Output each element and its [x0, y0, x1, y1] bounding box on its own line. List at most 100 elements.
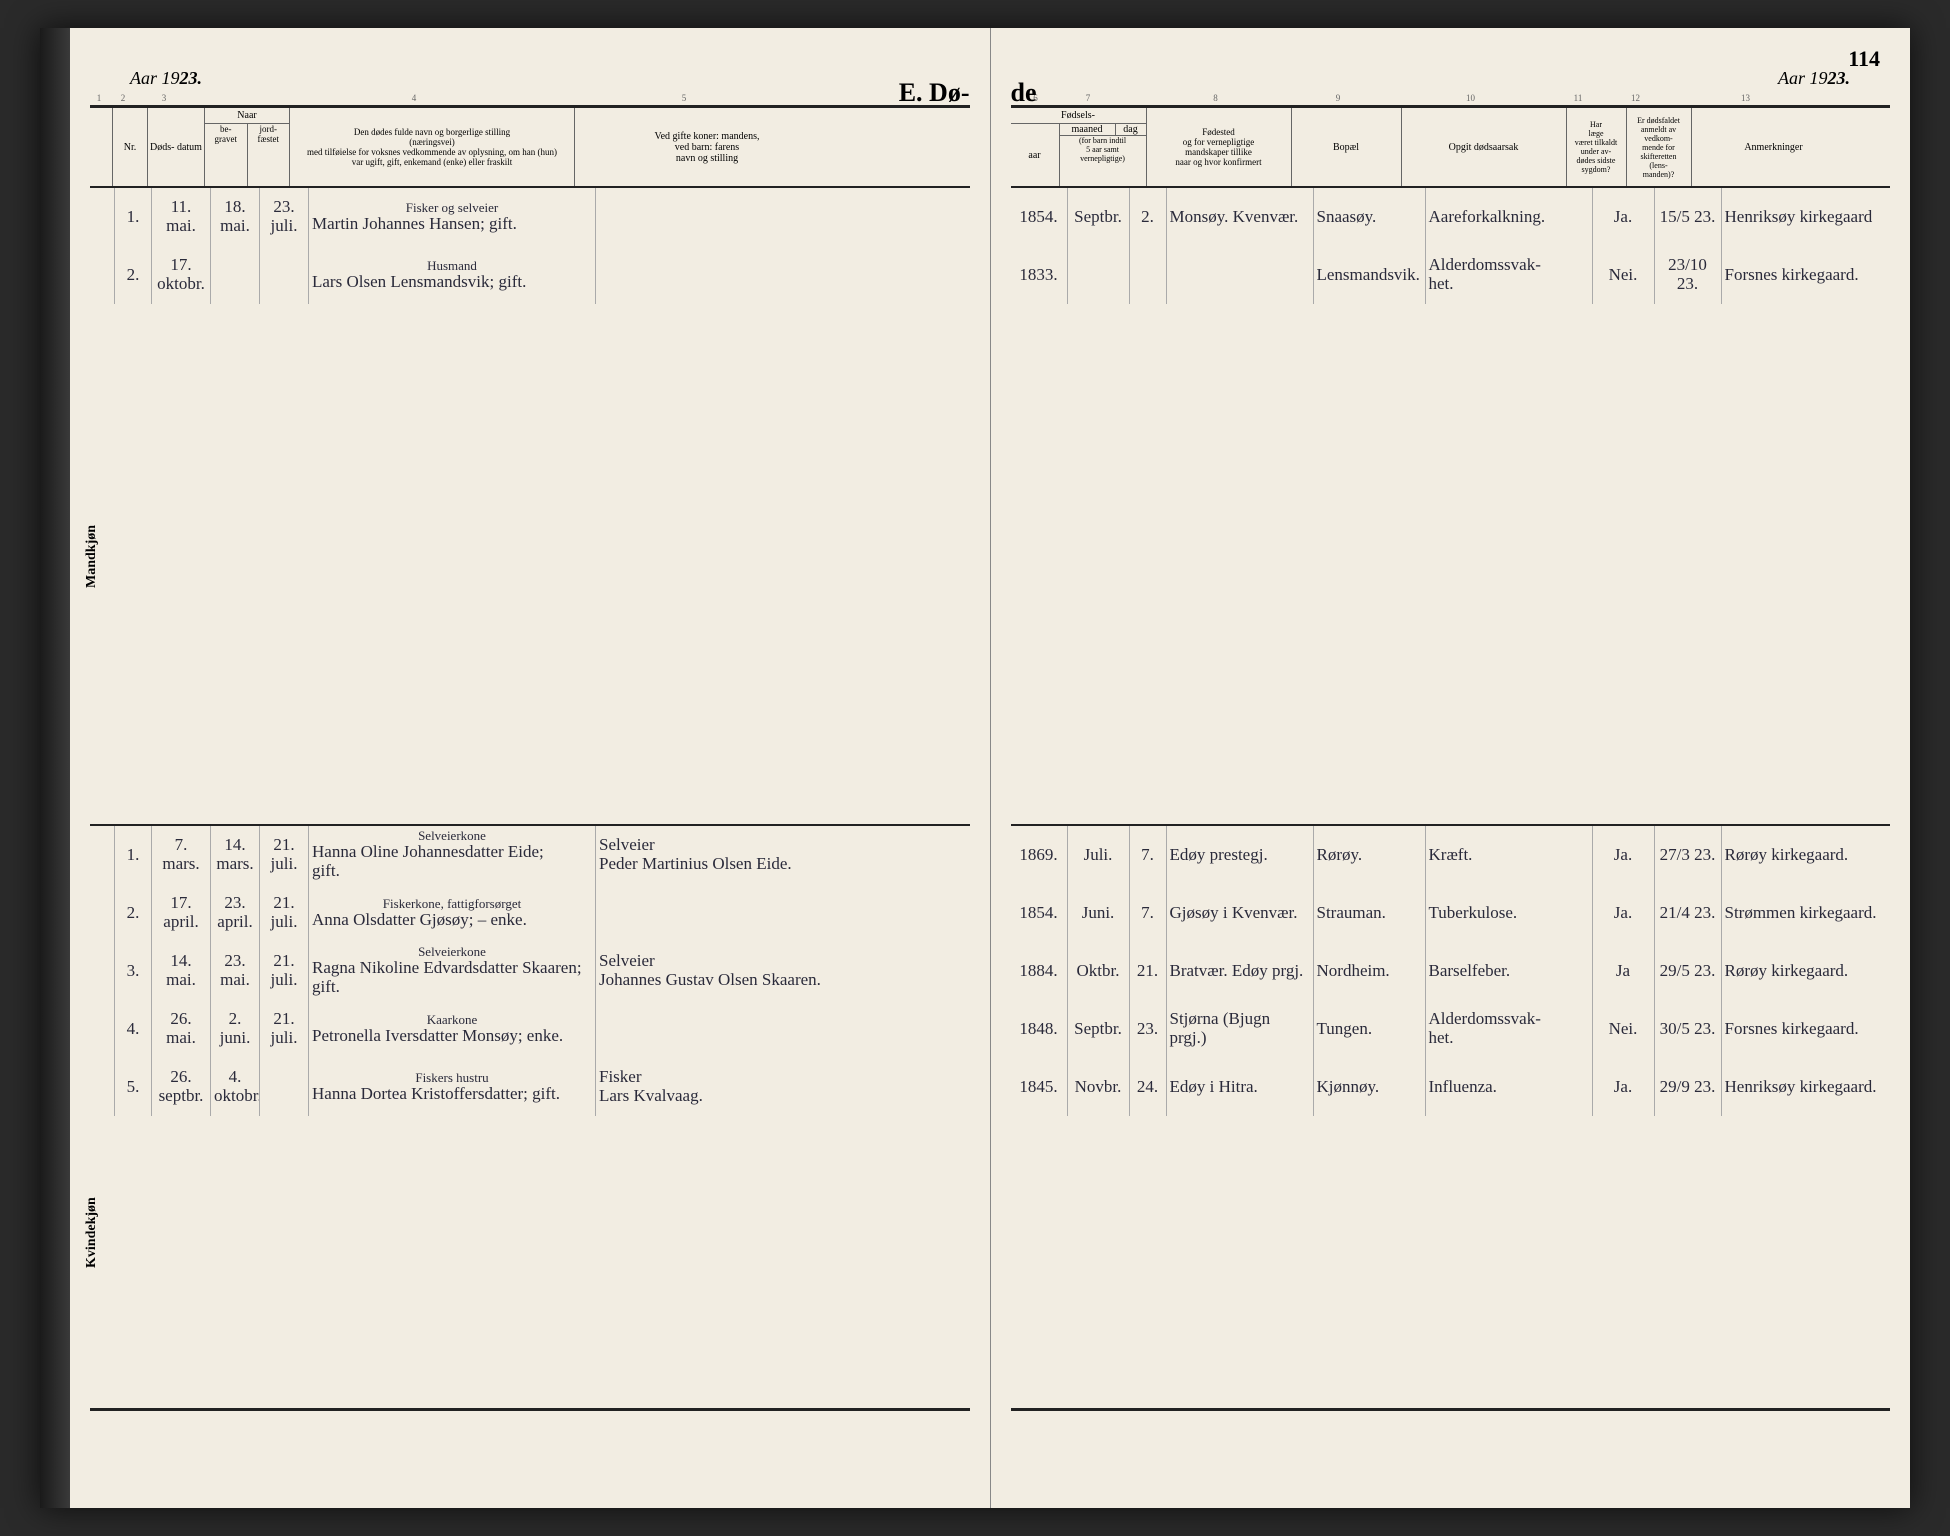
cell-aarsak: Barselfeber. — [1426, 942, 1593, 1000]
table-row: 1869. Juli. 7. Edøy prestegj. Rørøy. Kræ… — [1011, 826, 1891, 884]
hdr-naar: Naar be- gravet jord- fæstet — [205, 108, 290, 186]
cell-begravet: 18. mai. — [211, 188, 260, 246]
cell-spouse — [596, 188, 862, 246]
cell-fdag: 24. — [1130, 1058, 1167, 1116]
cell-aarsak: Influenza. — [1426, 1058, 1593, 1116]
table-row: 1854. Juni. 7. Gjøsøy i Kvenvær. Strauma… — [1011, 884, 1891, 942]
cell-jordfaestet — [260, 246, 309, 304]
cell-fodested: Edøy i Hitra. — [1167, 1058, 1314, 1116]
hdr-navn: Den dødes fulde navn og borgerlige still… — [290, 108, 575, 186]
right-page: 114 Aar 1923. de 6 7 8 9 10 11 12 13 Fød… — [991, 28, 1911, 1508]
cell-aarsak: Alderdomssvak- het. — [1426, 1000, 1593, 1058]
cell-aarsak: Tuberkulose. — [1426, 884, 1593, 942]
header-row-left: Nr. Døds- datum Naar be- gravet jord- fæ… — [90, 108, 970, 188]
left-page: Aar 1923. E. Dø- 1 2 3 4 5 Mandkjøn Kvin… — [70, 28, 991, 1508]
cell-anm: Rørøy kirkegaard. — [1722, 826, 1888, 884]
cell-nr: 2. — [115, 246, 152, 304]
table-row: 1833. Lensmandsvik. Alderdomssvak- het. … — [1011, 246, 1891, 304]
hdr-nr: Nr. — [113, 108, 148, 186]
cell-spouse: Fisker Lars Kvalvaag. — [596, 1058, 862, 1116]
cell-aarsak: Kræft. — [1426, 826, 1593, 884]
cell-nr: 3. — [115, 942, 152, 1000]
cell-begravet: 23. april. — [211, 884, 260, 942]
register-table-right: Fødsels- aar maaned dag (for barn indtil… — [1011, 105, 1891, 1411]
cell-skifte: 21/4 23. — [1655, 884, 1722, 942]
cell-fdag: 7. — [1130, 884, 1167, 942]
cell-navn: SelveierkoneHanna Oline Johannesdatter E… — [309, 826, 596, 884]
cell-jordfaestet: 21. juli. — [260, 884, 309, 942]
cell-begravet: 2. juni. — [211, 1000, 260, 1058]
cell-dodsdatum: 14. mai. — [152, 942, 211, 1000]
book-spine — [40, 28, 70, 1508]
cell-laege: Nei. — [1593, 1000, 1655, 1058]
cell-fdag — [1130, 246, 1167, 304]
cell-skifte: 29/9 23. — [1655, 1058, 1722, 1116]
cell-bopael: Snaasøy. — [1314, 188, 1426, 246]
cell-faar: 1854. — [1011, 884, 1068, 942]
cell-jordfaestet — [260, 1058, 309, 1116]
year-label-left: Aar 1923. — [130, 68, 970, 89]
hdr-skifte: Er dødsfaldet anmeldt av vedkom- mende f… — [1627, 108, 1692, 186]
cell-faar: 1869. — [1011, 826, 1068, 884]
cell-begravet: 4. oktobr. — [211, 1058, 260, 1116]
cell-faar: 1845. — [1011, 1058, 1068, 1116]
cell-skifte: 15/5 23. — [1655, 188, 1722, 246]
cell-fdag: 21. — [1130, 942, 1167, 1000]
hdr-anmerkninger: Anmerkninger — [1692, 108, 1856, 186]
cell-dodsdatum: 11. mai. — [152, 188, 211, 246]
cell-skifte: 29/5 23. — [1655, 942, 1722, 1000]
cell-spouse: Selveier Johannes Gustav Olsen Skaaren. — [596, 942, 862, 1000]
cell-nr: 1. — [115, 826, 152, 884]
cell-fmnd: Novbr. — [1068, 1058, 1130, 1116]
col-numbers-left: 1 2 3 4 5 — [90, 93, 970, 105]
cell-skifte: 27/3 23. — [1655, 826, 1722, 884]
cell-fmnd: Septbr. — [1068, 1000, 1130, 1058]
cell-fodested: Monsøy. Kvenvær. — [1167, 188, 1314, 246]
cell-fodested: Gjøsøy i Kvenvær. — [1167, 884, 1314, 942]
cell-aarsak: Alderdomssvak- het. — [1426, 246, 1593, 304]
cell-anm: Henriksøy kirkegaard. — [1722, 1058, 1888, 1116]
cell-faar: 1848. — [1011, 1000, 1068, 1058]
cell-fodested: Stjørna (Bjugn prgj.) — [1167, 1000, 1314, 1058]
cell-skifte: 30/5 23. — [1655, 1000, 1722, 1058]
cell-nr: 2. — [115, 884, 152, 942]
cell-nr: 1. — [115, 188, 152, 246]
hdr-dodsdatum: Døds- datum — [148, 108, 205, 186]
cell-fdag: 23. — [1130, 1000, 1167, 1058]
table-row: 3. 14. mai. 23. mai. 21. juli. Selveierk… — [90, 942, 970, 1000]
cell-skifte: 23/10 23. — [1655, 246, 1722, 304]
cell-anm: Forsnes kirkegaard. — [1722, 1000, 1888, 1058]
cell-navn: Fisker og selveierMartin Johannes Hansen… — [309, 188, 596, 246]
cell-navn: KaarkonePetronella Iversdatter Monsøy; e… — [309, 1000, 596, 1058]
page-number: 114 — [1848, 46, 1880, 72]
data-area-right: 1854. Septbr. 2. Monsøy. Kvenvær. Snaasø… — [1011, 188, 1891, 1408]
cell-anm: Henriksøy kirkegaard — [1722, 188, 1888, 246]
cell-laege: Nei. — [1593, 246, 1655, 304]
cell-jordfaestet: 23. juli. — [260, 188, 309, 246]
cell-laege: Ja. — [1593, 188, 1655, 246]
cell-bopael: Rørøy. — [1314, 826, 1426, 884]
cell-navn: Fiskerkone, fattigforsørgetAnna Olsdatte… — [309, 884, 596, 942]
cell-fmnd: Septbr. — [1068, 188, 1130, 246]
cell-bopael: Strauman. — [1314, 884, 1426, 942]
cell-laege: Ja — [1593, 942, 1655, 1000]
cell-laege: Ja. — [1593, 1058, 1655, 1116]
table-row: 2. 17. april. 23. april. 21. juli. Fiske… — [90, 884, 970, 942]
cell-faar: 1833. — [1011, 246, 1068, 304]
cell-anm: Strømmen kirkegaard. — [1722, 884, 1888, 942]
cell-dodsdatum: 17. april. — [152, 884, 211, 942]
cell-bopael: Tungen. — [1314, 1000, 1426, 1058]
cell-jordfaestet: 21. juli. — [260, 942, 309, 1000]
year-label-right: Aar 1923. — [1011, 68, 1851, 89]
table-row: 1845. Novbr. 24. Edøy i Hitra. Kjønnøy. … — [1011, 1058, 1891, 1116]
cell-spouse — [596, 246, 862, 304]
cell-nr: 4. — [115, 1000, 152, 1058]
cell-bopael: Kjønnøy. — [1314, 1058, 1426, 1116]
header-row-right: Fødsels- aar maaned dag (for barn indtil… — [1011, 108, 1891, 188]
cell-fmnd: Juli. — [1068, 826, 1130, 884]
cell-faar: 1854. — [1011, 188, 1068, 246]
cell-fodested: Bratvær. Edøy prgj. — [1167, 942, 1314, 1000]
cell-navn: SelveierkoneRagna Nikoline Edvardsdatter… — [309, 942, 596, 1000]
cell-fmnd: Oktbr. — [1068, 942, 1130, 1000]
table-row: 2. 17. oktobr. HusmandLars Olsen Lensman… — [90, 246, 970, 304]
